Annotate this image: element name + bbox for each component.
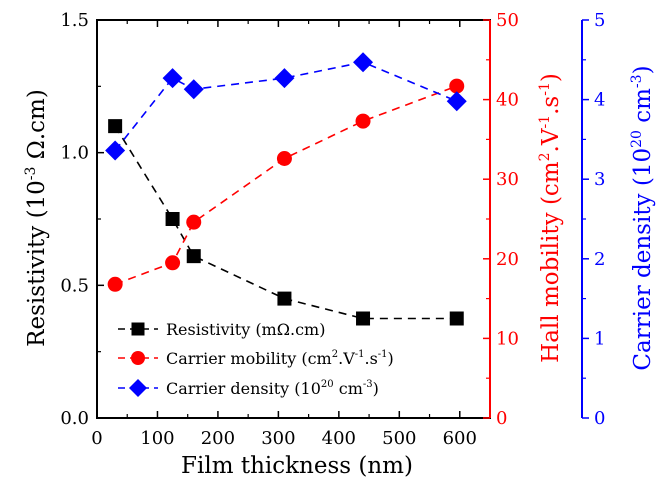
y-right-mobility-tick-label: 20 [496, 249, 519, 270]
data-point-mobility [186, 214, 202, 230]
mobility-title-mid2: .s [538, 96, 564, 115]
data-point-density [105, 140, 126, 161]
mobility-title-sup2: -1 [537, 115, 553, 129]
mobility-title-mid: .V [538, 128, 564, 152]
data-point-resistivity [186, 249, 201, 264]
y-left-tick-label: 1.5 [60, 10, 89, 31]
density-title-tail: ) [630, 65, 656, 74]
y-axis-left-title-tail: Ω.cm) [24, 89, 50, 166]
x-axis-title: Film thickness (nm) [181, 453, 413, 477]
density-title-mid: cm [630, 88, 656, 130]
x-tick-label: 300 [261, 428, 295, 449]
series-lines [114, 61, 458, 320]
data-point-resistivity [356, 311, 371, 326]
legend-label-density: Carrier density (1020 cm-3) [166, 379, 379, 398]
legend-mobility-sup3: -1 [378, 349, 388, 360]
y-right-mobility-tick-label: 50 [496, 10, 519, 31]
mobility-title-main: Hall mobility (cm [538, 161, 564, 363]
x-tick-label: 0 [91, 428, 102, 449]
y-right-density-tick-label: 3 [594, 169, 605, 190]
y-right-density-tick-label: 1 [594, 328, 605, 349]
y-right-mobility-tick-label: 40 [496, 90, 519, 111]
y-axis-left-title-sup: -3 [23, 167, 39, 181]
data-point-density [274, 68, 295, 89]
data-point-density [183, 79, 204, 100]
y-axis-left: 0.0 0.5 1.0 1.5 [60, 10, 104, 429]
y-right-density-tick-label: 2 [594, 249, 605, 270]
data-point-mobility [449, 78, 465, 94]
y-right-mobility-tick-label: 30 [496, 169, 519, 190]
data-point-density [162, 68, 183, 89]
legend-marker-density [129, 379, 147, 397]
legend-marker-mobility [131, 351, 145, 365]
data-point-mobility [165, 255, 181, 271]
data-point-density [446, 91, 467, 112]
x-tick-label: 100 [140, 428, 174, 449]
legend-mobility-sup2: -1 [355, 349, 365, 360]
y-left-tick-label: 0.0 [60, 408, 89, 429]
y-axis-right-density-title: Carrier density (1020 cm-3) [629, 65, 656, 370]
data-point-resistivity [277, 291, 292, 306]
legend-mobility-main: Carrier mobility (cm [166, 349, 332, 368]
y-right-density-tick-label: 4 [594, 90, 605, 111]
legend: Resistivity (mΩ.cm) Carrier mobility (cm… [118, 320, 394, 398]
y-left-tick-label: 0.5 [60, 275, 89, 296]
y-right-mobility-tick-label: 0 [496, 408, 507, 429]
y-right-mobility-tick-label: 10 [496, 328, 519, 349]
data-point-mobility [355, 113, 371, 129]
legend-item-density: Carrier density (1020 cm-3) [118, 379, 379, 398]
legend-mobility-tail: ) [388, 349, 394, 368]
data-point-mobility [276, 151, 292, 167]
legend-mobility-sup: 2 [332, 349, 338, 360]
y-axis-right-density: 0 1 2 3 4 5 [581, 10, 605, 429]
legend-label-resistivity: Resistivity (mΩ.cm) [166, 320, 325, 339]
data-point-mobility [107, 276, 123, 292]
x-axis: 0 100 200 300 400 500 600 [91, 20, 477, 449]
data-point-resistivity [165, 212, 180, 226]
density-title-sup: 20 [629, 130, 645, 148]
mobility-title-sup3: -1 [537, 82, 553, 96]
legend-mobility-mid2: .s [365, 349, 378, 368]
legend-mobility-mid: .V [338, 349, 355, 368]
series-line-diamond [114, 61, 458, 152]
legend-label-mobility: Carrier mobility (cm2.V-1.s-1) [166, 349, 394, 368]
series-line-square [114, 125, 457, 320]
density-title-sup2: -3 [629, 74, 645, 88]
x-tick-label: 200 [201, 428, 235, 449]
x-tick-label: 600 [443, 428, 477, 449]
legend-density-sup2: -3 [363, 379, 373, 390]
y-axis-right-mobility: 0 10 20 30 40 50 [483, 10, 519, 429]
y-right-density-tick-label: 5 [594, 10, 605, 31]
data-point-resistivity [449, 311, 464, 326]
legend-marker-resistivity [131, 322, 145, 336]
series-markers [105, 52, 467, 326]
data-point-resistivity [108, 119, 123, 134]
series-line-circle [114, 85, 458, 286]
legend-density-main: Carrier density (10 [166, 379, 321, 398]
legend-item-resistivity: Resistivity (mΩ.cm) [118, 320, 325, 339]
legend-density-tail: ) [373, 379, 379, 398]
y-right-density-tick-label: 0 [594, 408, 605, 429]
legend-density-sup: 20 [321, 379, 334, 390]
x-tick-label: 500 [382, 428, 416, 449]
legend-item-mobility: Carrier mobility (cm2.V-1.s-1) [118, 349, 394, 368]
y-axis-left-title: Resistivity (10-3 Ω.cm) [23, 89, 50, 347]
y-axis-left-title-main: Resistivity (10 [24, 180, 50, 347]
legend-density-mid: cm [334, 379, 363, 398]
x-tick-label: 400 [322, 428, 356, 449]
y-axis-right-mobility-title: Hall mobility (cm2.V-1.s-1) [537, 73, 564, 363]
mobility-title-tail: ) [538, 73, 564, 82]
density-title-main: Carrier density (10 [630, 148, 656, 371]
y-left-tick-label: 1.0 [60, 143, 89, 164]
mobility-title-sup: 2 [537, 152, 553, 161]
data-point-density [353, 52, 374, 73]
